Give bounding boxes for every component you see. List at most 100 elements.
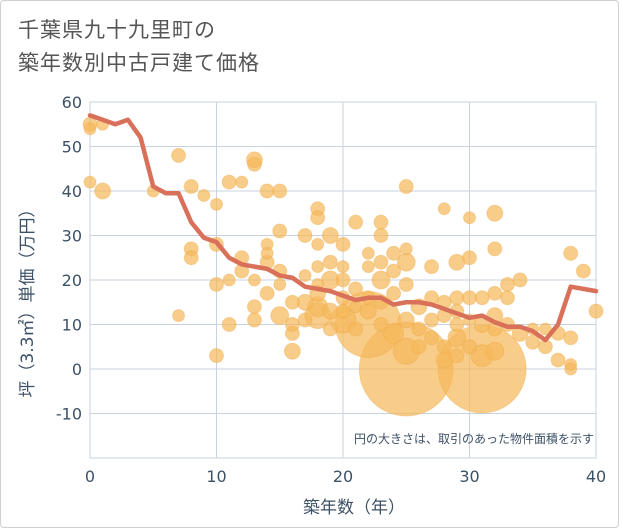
data-point bbox=[221, 317, 237, 332]
data-point bbox=[222, 273, 236, 287]
data-point bbox=[322, 321, 338, 337]
data-point bbox=[83, 122, 97, 136]
data-point bbox=[209, 276, 224, 292]
data-point bbox=[463, 211, 476, 225]
data-point bbox=[284, 325, 300, 341]
data-point bbox=[83, 175, 97, 189]
data-point bbox=[348, 281, 364, 297]
data-point bbox=[462, 339, 477, 355]
data-point bbox=[386, 263, 402, 279]
data-point bbox=[383, 322, 405, 344]
data-point bbox=[361, 260, 375, 274]
data-point bbox=[449, 317, 465, 332]
data-point bbox=[272, 223, 288, 239]
data-point bbox=[398, 179, 414, 195]
data-point bbox=[563, 330, 579, 346]
x-tick-label: 0 bbox=[85, 467, 95, 486]
data-point bbox=[259, 285, 275, 301]
y-tick-label: 50 bbox=[62, 138, 82, 157]
data-point bbox=[437, 202, 451, 216]
y-tick-label: 30 bbox=[62, 227, 82, 246]
data-point bbox=[247, 273, 261, 287]
y-tick-label: -10 bbox=[56, 405, 82, 424]
data-point bbox=[335, 236, 351, 252]
data-point bbox=[485, 341, 505, 361]
trend-line-layer bbox=[87, 113, 599, 343]
data-point bbox=[449, 348, 465, 364]
data-point bbox=[538, 322, 552, 336]
y-tick-label: 10 bbox=[62, 316, 82, 335]
data-point bbox=[588, 303, 604, 319]
data-point bbox=[398, 276, 414, 292]
data-point bbox=[487, 241, 503, 257]
data-point bbox=[550, 352, 566, 368]
data-point bbox=[171, 147, 187, 163]
data-point bbox=[411, 339, 427, 355]
data-point bbox=[197, 188, 211, 202]
data-point bbox=[298, 269, 312, 283]
data-point bbox=[373, 317, 389, 332]
data-point bbox=[260, 246, 274, 260]
data-point bbox=[335, 303, 351, 319]
data-point bbox=[349, 300, 363, 314]
y-tick-label: 20 bbox=[62, 271, 82, 290]
data-point bbox=[183, 179, 199, 195]
data-point bbox=[94, 182, 112, 200]
x-tick-label: 40 bbox=[586, 467, 606, 486]
data-point bbox=[462, 250, 477, 266]
data-point bbox=[564, 362, 578, 376]
data-point bbox=[336, 260, 350, 274]
data-point bbox=[563, 245, 579, 261]
bubble-size-note: 円の大きさは、取引のあった物件面積を示す bbox=[354, 431, 594, 446]
x-tick-label: 30 bbox=[459, 467, 479, 486]
data-point bbox=[310, 210, 326, 226]
data-point bbox=[373, 254, 389, 270]
tick-labels: -10 0 10 20 30 40 50 60 0 10 20 30 40 bbox=[56, 93, 606, 486]
data-point bbox=[487, 285, 503, 301]
bubble-layer bbox=[82, 116, 604, 417]
data-point bbox=[424, 259, 440, 275]
data-point bbox=[361, 246, 375, 260]
y-tick-label: 0 bbox=[72, 360, 82, 379]
data-point bbox=[283, 342, 301, 360]
data-point bbox=[209, 348, 224, 364]
data-point bbox=[371, 270, 391, 290]
data-point bbox=[311, 260, 325, 274]
y-tick-label: 40 bbox=[62, 182, 82, 201]
data-point bbox=[399, 242, 413, 256]
data-point bbox=[348, 321, 364, 337]
data-point bbox=[172, 309, 186, 323]
data-point bbox=[297, 228, 313, 243]
data-point bbox=[499, 290, 515, 306]
data-point bbox=[449, 290, 465, 306]
data-point bbox=[273, 277, 287, 291]
data-point bbox=[348, 214, 364, 230]
data-point bbox=[474, 290, 490, 306]
data-point bbox=[321, 227, 339, 244]
data-point bbox=[499, 276, 515, 292]
trend-line bbox=[87, 113, 599, 343]
data-point bbox=[284, 294, 300, 310]
data-point bbox=[575, 263, 591, 279]
data-point bbox=[322, 254, 338, 270]
data-point bbox=[512, 272, 528, 288]
data-point bbox=[486, 204, 504, 222]
data-point bbox=[462, 290, 477, 306]
x-tick-label: 10 bbox=[206, 467, 226, 486]
data-point bbox=[272, 183, 288, 199]
data-point bbox=[397, 311, 415, 329]
data-point bbox=[311, 237, 325, 251]
data-point bbox=[386, 245, 402, 261]
chart-title: 千葉県九十九里町の 築年数別中古戸建て価格 bbox=[18, 18, 260, 75]
data-point bbox=[436, 339, 452, 355]
data-point bbox=[246, 312, 262, 328]
y-axis-title: 坪（3.3㎡）単価（万円） bbox=[18, 200, 38, 397]
data-point bbox=[270, 306, 290, 326]
data-point bbox=[424, 330, 440, 346]
data-point bbox=[359, 302, 377, 320]
data-point bbox=[386, 285, 402, 301]
data-point bbox=[373, 214, 389, 230]
data-point bbox=[297, 312, 313, 328]
data-point bbox=[373, 228, 389, 243]
